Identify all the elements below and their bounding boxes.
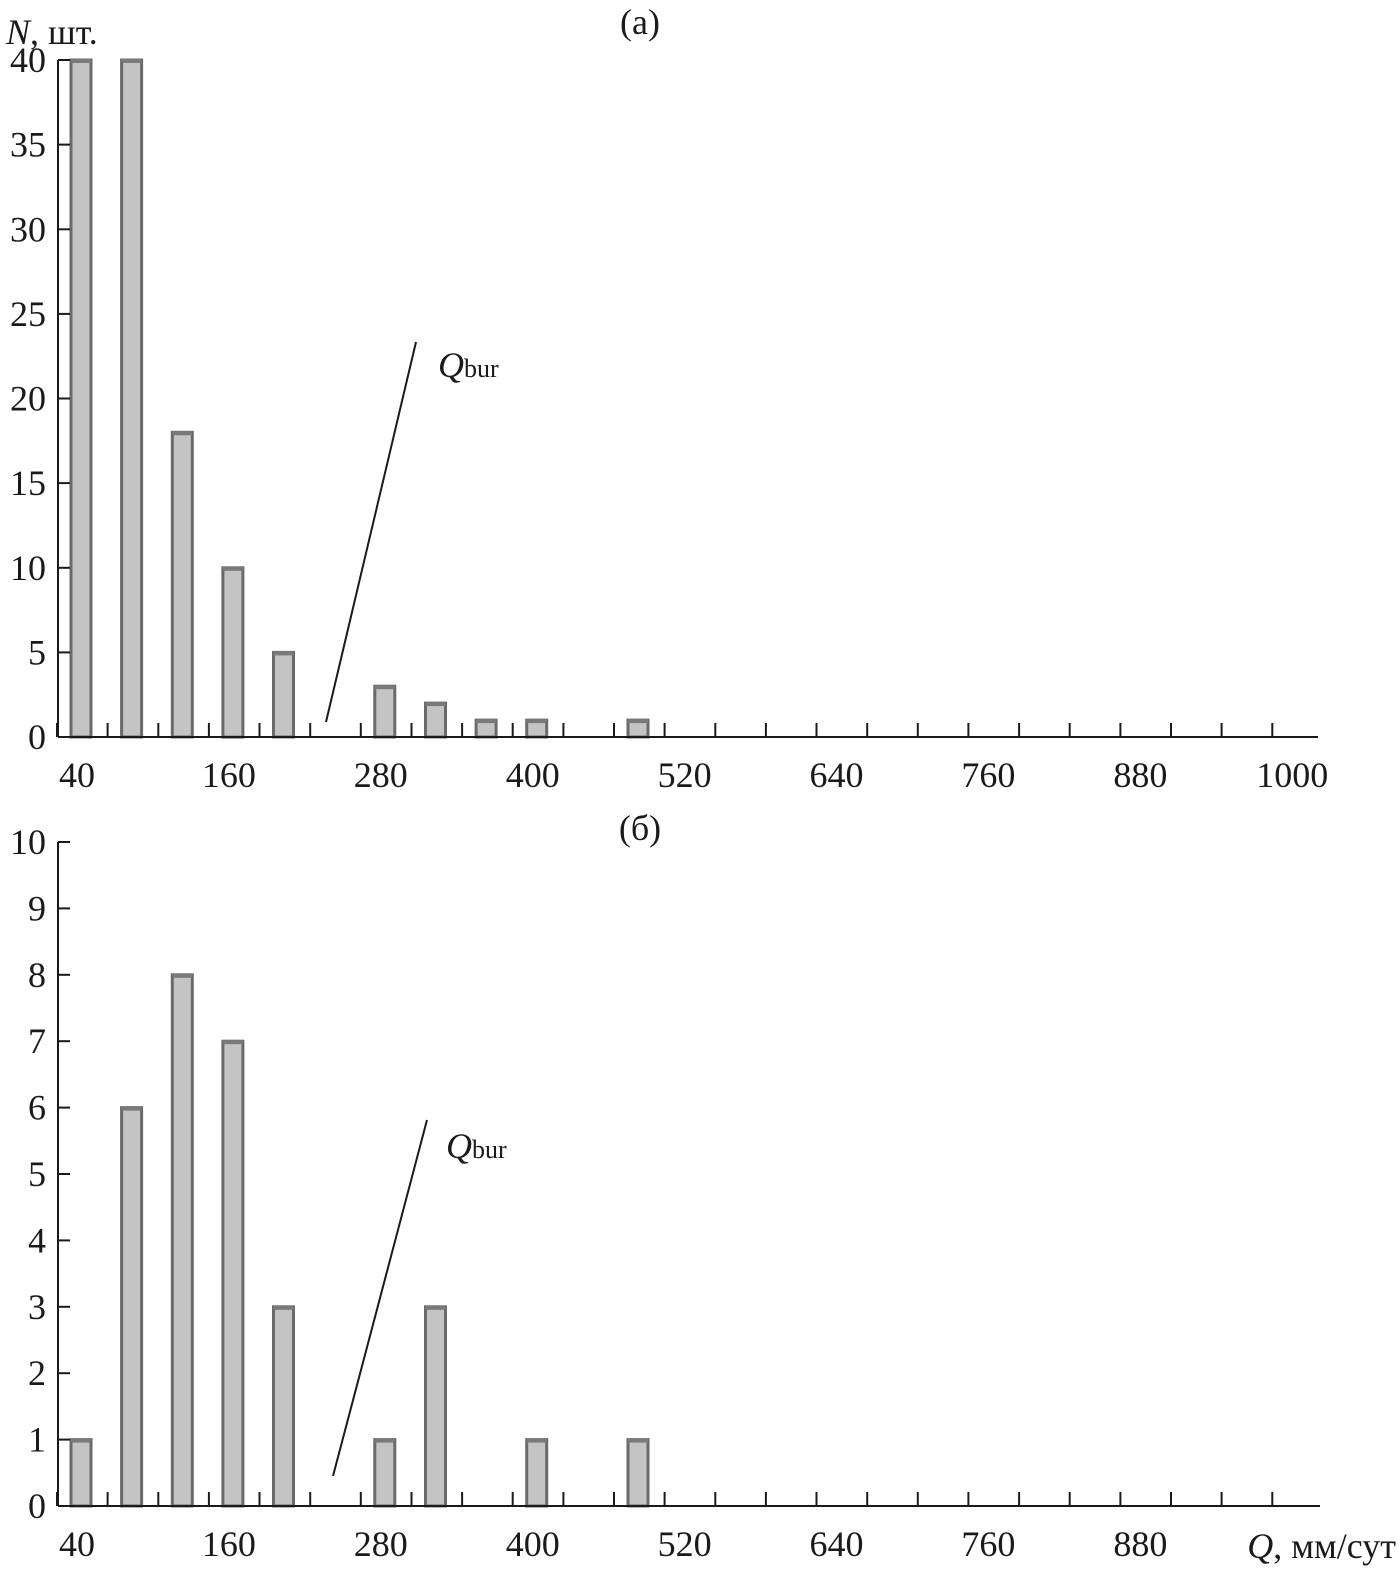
panel-a-bar-200 [272, 650, 295, 739]
panel-a: (a) N, шт. 0 5 10 15 20 25 30 35 40 40 160 280 400 52… [5, 2, 1328, 795]
panel-b-bar-80 [120, 1106, 144, 1508]
panel-b-x-tick-label-640: 640 [810, 1524, 864, 1564]
panel-b-x-tick-label-160: 160 [202, 1524, 256, 1564]
panel-b-y-tick-label-9: 9 [28, 888, 46, 928]
panel-a-x-tick-label-160: 160 [202, 755, 256, 795]
panel-b-x-tick-label-280: 280 [354, 1524, 408, 1564]
panel-b-bar-160 [221, 1039, 245, 1508]
panel-a-title: (a) [620, 2, 660, 42]
panel-a-y-tick-label-35: 35 [10, 125, 46, 165]
panel-b-y-tick-label-3: 3 [28, 1287, 46, 1327]
panel-b-y-tick-label-2: 2 [28, 1353, 46, 1393]
panel-b-marks: 0 1 2 3 4 5 6 7 8 9 10 40 160 280 400 520 640 760 880 [10, 822, 1320, 1564]
panel-a-x-tick-label-760: 760 [961, 755, 1015, 795]
panel-b-x-axis-label: Q, мм/сут [1247, 1526, 1396, 1566]
panel-b-title: (б) [619, 808, 661, 848]
panel-b-y-tick-label-4: 4 [28, 1220, 46, 1260]
panel-b-bar-480 [626, 1438, 650, 1508]
panel-a-x-tick-label-40: 40 [59, 755, 95, 795]
q-subscript: bur [472, 1135, 507, 1164]
panel-a-x-tick-label-880: 880 [1113, 755, 1167, 795]
panel-b-bar-320 [424, 1305, 447, 1508]
panel-b-y-tick-label-6: 6 [28, 1088, 46, 1128]
panel-a-y-tick-label-15: 15 [10, 463, 46, 503]
panel-a-bar-cap-80 [121, 59, 142, 63]
q-symbol: Q [438, 345, 464, 385]
panel-b-y-tick-label-7: 7 [28, 1021, 46, 1061]
panel-a-bar-160 [221, 566, 245, 739]
panel-a-x-tick-label-1000: 1000 [1256, 755, 1328, 795]
panel-a-bar-cap-120 [172, 431, 193, 436]
panel-b-bar-cap-320 [425, 1305, 446, 1310]
panel-b-x-tick-label-400: 400 [506, 1524, 560, 1564]
panel-a-bar-cap-480 [628, 719, 648, 724]
panel-b-q-bur-pointer [332, 1119, 428, 1477]
panel-b-x-tick-label-760: 760 [961, 1524, 1015, 1564]
panel-a-bar-cap-160 [222, 566, 243, 571]
panel-a-bar-cap-320 [425, 702, 446, 707]
panel-a-y-tick-label-5: 5 [28, 632, 46, 672]
panel-a-x-tick-label-640: 640 [810, 755, 864, 795]
panel-b-x-tick-label-520: 520 [658, 1524, 712, 1564]
panel-a-bar-cap-200 [273, 651, 294, 656]
panel-a-marks: 0 5 10 15 20 25 30 35 40 40 160 280 400 520 640 760 880 1… [10, 40, 1328, 795]
panel-b-bar-400 [525, 1438, 549, 1508]
panel-a-bar-cap-360 [476, 719, 497, 724]
panel-a-bar-80 [120, 58, 144, 739]
panel-b-bar-cap-80 [121, 1106, 142, 1111]
panel-a-y-tick-label-30: 30 [10, 209, 46, 249]
panel-b-y-tick-label-10: 10 [10, 822, 46, 862]
panel-b-bar-cap-400 [526, 1438, 547, 1443]
q-subscript: bur [464, 354, 499, 383]
x-axis-symbol: Q [1247, 1526, 1273, 1566]
panel-b-bar-cap-200 [273, 1305, 294, 1310]
panel-a-x-tick-label-400: 400 [506, 755, 560, 795]
panel-a-y-tick-label-0: 0 [28, 717, 46, 757]
panel-a-y-tick-label-20: 20 [10, 379, 46, 419]
panel-a-q-bur-pointer [325, 341, 417, 723]
panel-b-bar-cap-160 [222, 1040, 243, 1045]
panel-a-bar-320 [424, 701, 447, 739]
x-axis-unit: , мм/сут [1273, 1526, 1396, 1566]
panel-a-y-axis-label: N, шт. [5, 12, 98, 52]
panel-b-y-tick-label-1: 1 [28, 1420, 46, 1460]
panel-a-y-tick-label-25: 25 [10, 294, 46, 334]
panel-b-q-bur-label: Qbur [446, 1126, 507, 1166]
panel-a-bar-cap-280 [374, 685, 395, 690]
panel-b-bar-200 [272, 1305, 295, 1508]
panel-b-bar-40 [69, 1438, 93, 1508]
q-symbol: Q [446, 1126, 472, 1166]
panel-b-x-tick-label-880: 880 [1113, 1524, 1167, 1564]
panel-a-bar-cap-400 [526, 719, 547, 724]
panel-b-x-tick-label-40: 40 [59, 1524, 95, 1564]
panel-a-bar-120 [170, 430, 194, 739]
panel-b-bar-cap-280 [374, 1438, 395, 1443]
panel-b-bar-280 [373, 1438, 397, 1508]
panel-b-bar-cap-120 [172, 973, 193, 978]
panel-a-x-tick-label-280: 280 [354, 755, 408, 795]
panel-a-q-bur-label: Qbur [438, 345, 499, 385]
panel-b-bar-cap-40 [71, 1438, 91, 1443]
y-axis-symbol: N [5, 12, 32, 52]
panel-b-y-tick-label-5: 5 [28, 1154, 46, 1194]
panel-a-bar-40 [69, 58, 93, 739]
panel-b-y-tick-label-8: 8 [28, 955, 46, 995]
panel-b-y-tick-label-0: 0 [28, 1486, 46, 1526]
panel-a-bar-280 [373, 684, 397, 739]
panel-a-y-tick-label-40: 40 [10, 40, 46, 80]
panel-a-bar-cap-40 [71, 59, 91, 63]
panel-a-x-tick-label-520: 520 [658, 755, 712, 795]
panel-a-y-tick-label-10: 10 [10, 548, 46, 588]
panel-b-bar-cap-480 [628, 1438, 648, 1443]
y-axis-unit: , шт. [30, 12, 98, 52]
panel-b-bar-120 [170, 973, 194, 1508]
